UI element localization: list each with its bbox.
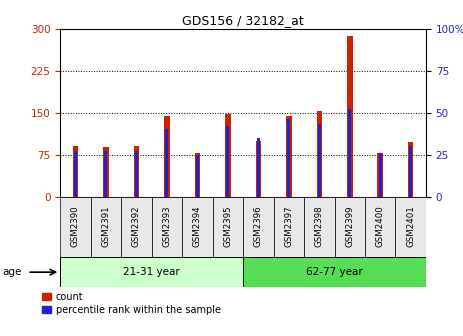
Bar	[134, 146, 139, 197]
Text: GSM2397: GSM2397	[284, 206, 293, 247]
FancyBboxPatch shape	[243, 197, 274, 257]
Bar	[74, 151, 77, 197]
FancyBboxPatch shape	[274, 197, 304, 257]
Bar	[165, 129, 169, 197]
Bar	[348, 109, 351, 197]
FancyBboxPatch shape	[335, 197, 365, 257]
Bar	[409, 146, 412, 197]
Text: GSM2401: GSM2401	[406, 206, 415, 247]
FancyBboxPatch shape	[60, 257, 243, 287]
Bar	[317, 112, 322, 197]
Bar	[194, 153, 200, 197]
Bar	[103, 147, 109, 197]
Text: GSM2391: GSM2391	[101, 206, 110, 247]
Text: GSM2392: GSM2392	[132, 206, 141, 247]
Bar	[104, 151, 107, 197]
Bar	[225, 114, 231, 197]
Bar	[73, 146, 78, 197]
Text: GSM2393: GSM2393	[163, 206, 171, 247]
Bar	[408, 142, 413, 197]
Text: 62-77 year: 62-77 year	[306, 267, 363, 277]
Text: GSM2396: GSM2396	[254, 206, 263, 247]
Text: GSM2394: GSM2394	[193, 206, 202, 247]
Text: GSM2395: GSM2395	[223, 206, 232, 247]
FancyBboxPatch shape	[243, 257, 426, 287]
Text: GSM2399: GSM2399	[345, 206, 354, 247]
FancyBboxPatch shape	[365, 197, 395, 257]
FancyBboxPatch shape	[91, 197, 121, 257]
Bar	[226, 126, 229, 197]
Bar	[377, 153, 383, 197]
Bar	[318, 124, 321, 197]
Title: GDS156 / 32182_at: GDS156 / 32182_at	[182, 14, 304, 28]
Bar	[257, 138, 260, 197]
Text: GSM2390: GSM2390	[71, 206, 80, 247]
Text: GSM2398: GSM2398	[315, 206, 324, 247]
FancyBboxPatch shape	[213, 197, 243, 257]
Text: age: age	[2, 267, 22, 277]
FancyBboxPatch shape	[60, 197, 91, 257]
Bar	[286, 117, 292, 197]
Bar	[256, 140, 261, 197]
Text: 21-31 year: 21-31 year	[123, 267, 180, 277]
FancyBboxPatch shape	[304, 197, 335, 257]
Bar	[287, 119, 290, 197]
Bar	[164, 117, 169, 197]
Bar	[135, 151, 138, 197]
FancyBboxPatch shape	[121, 197, 152, 257]
Bar	[347, 36, 352, 197]
Bar	[379, 153, 382, 197]
FancyBboxPatch shape	[395, 197, 426, 257]
Bar	[196, 155, 199, 197]
FancyBboxPatch shape	[182, 197, 213, 257]
FancyBboxPatch shape	[152, 197, 182, 257]
Text: GSM2400: GSM2400	[376, 206, 385, 247]
Legend: count, percentile rank within the sample: count, percentile rank within the sample	[42, 292, 220, 315]
